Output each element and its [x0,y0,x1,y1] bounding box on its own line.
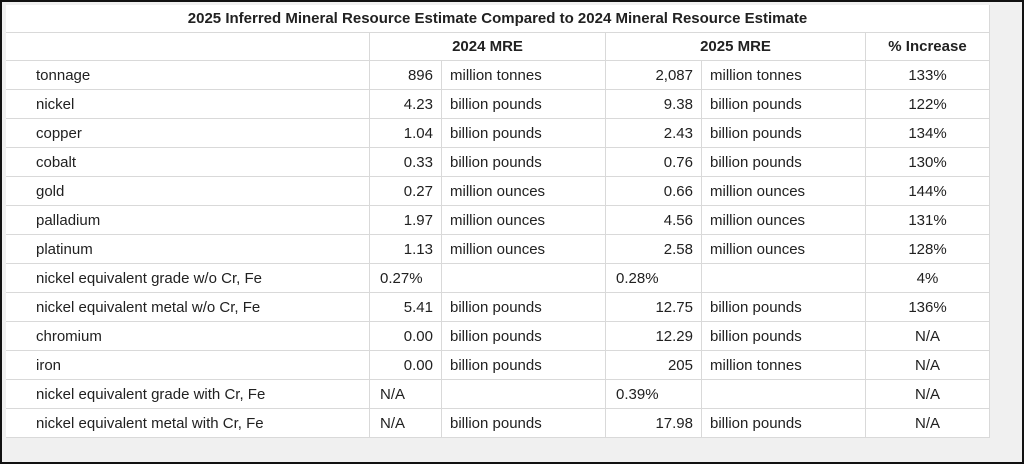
value-2024: 4.23 [370,90,442,119]
value-2025: 17.98 [606,409,702,438]
unit-2025: billion pounds [702,148,866,177]
value-2024: 5.41 [370,293,442,322]
value-2024: 0.00 [370,351,442,380]
value-2025: 9.38 [606,90,702,119]
value-2025: 12.29 [606,322,702,351]
percent-increase: N/A [866,409,990,438]
unit-2024: billion pounds [442,351,606,380]
unit-2024: billion pounds [442,409,606,438]
unit-2024 [442,264,606,293]
row-label: chromium [6,322,370,351]
unit-2025: million ounces [702,177,866,206]
unit-2025: billion pounds [702,409,866,438]
value-2024: 1.04 [370,119,442,148]
unit-2025: million tonnes [702,61,866,90]
row-label: palladium [6,206,370,235]
percent-increase: 136% [866,293,990,322]
percent-increase: N/A [866,322,990,351]
row-label: platinum [6,235,370,264]
unit-2025: billion pounds [702,119,866,148]
unit-2024: million ounces [442,206,606,235]
percent-increase: 4% [866,264,990,293]
unit-2024: billion pounds [442,90,606,119]
row-label: nickel [6,90,370,119]
percent-increase: 130% [866,148,990,177]
row-label: nickel equivalent grade w/o Cr, Fe [6,264,370,293]
value-2025: 2.58 [606,235,702,264]
value-2025: 12.75 [606,293,702,322]
unit-2024 [442,380,606,409]
unit-2025: billion pounds [702,293,866,322]
value-2025: 205 [606,351,702,380]
percent-increase: N/A [866,351,990,380]
row-label: iron [6,351,370,380]
unit-2024: million tonnes [442,61,606,90]
unit-2024: billion pounds [442,293,606,322]
unit-2025 [702,380,866,409]
header-2025-mre: 2025 MRE [606,33,866,61]
value-2024: N/A [370,380,442,409]
unit-2025 [702,264,866,293]
header-empty-cell [6,33,370,61]
header-percent-increase: % Increase [866,33,990,61]
unit-2025: billion pounds [702,322,866,351]
value-2024: 896 [370,61,442,90]
value-2024: 0.27 [370,177,442,206]
unit-2024: billion pounds [442,148,606,177]
unit-2025: billion pounds [702,90,866,119]
value-2024: 1.13 [370,235,442,264]
percent-increase: N/A [866,380,990,409]
value-2025: 2.43 [606,119,702,148]
row-label: tonnage [6,61,370,90]
row-label: nickel equivalent metal with Cr, Fe [6,409,370,438]
row-label: nickel equivalent grade with Cr, Fe [6,380,370,409]
value-2024: 0.27% [370,264,442,293]
row-label: cobalt [6,148,370,177]
value-2025: 0.66 [606,177,702,206]
value-2025: 4.56 [606,206,702,235]
percent-increase: 122% [866,90,990,119]
value-2025: 0.76 [606,148,702,177]
unit-2025: million tonnes [702,351,866,380]
row-label: copper [6,119,370,148]
percent-increase: 133% [866,61,990,90]
unit-2024: billion pounds [442,322,606,351]
value-2025: 2,087 [606,61,702,90]
row-label: gold [6,177,370,206]
unit-2025: million ounces [702,235,866,264]
unit-2024: billion pounds [442,119,606,148]
percent-increase: 134% [866,119,990,148]
value-2024: 0.33 [370,148,442,177]
value-2025: 0.28% [606,264,702,293]
header-2024-mre: 2024 MRE [370,33,606,61]
percent-increase: 144% [866,177,990,206]
percent-increase: 131% [866,206,990,235]
unit-2025: million ounces [702,206,866,235]
value-2024: 0.00 [370,322,442,351]
percent-increase: 128% [866,235,990,264]
mineral-resource-table: 2025 Inferred Mineral Resource Estimate … [6,5,990,438]
unit-2024: million ounces [442,235,606,264]
row-label: nickel equivalent metal w/o Cr, Fe [6,293,370,322]
value-2024: N/A [370,409,442,438]
unit-2024: million ounces [442,177,606,206]
value-2025: 0.39% [606,380,702,409]
value-2024: 1.97 [370,206,442,235]
table-title: 2025 Inferred Mineral Resource Estimate … [6,5,990,33]
